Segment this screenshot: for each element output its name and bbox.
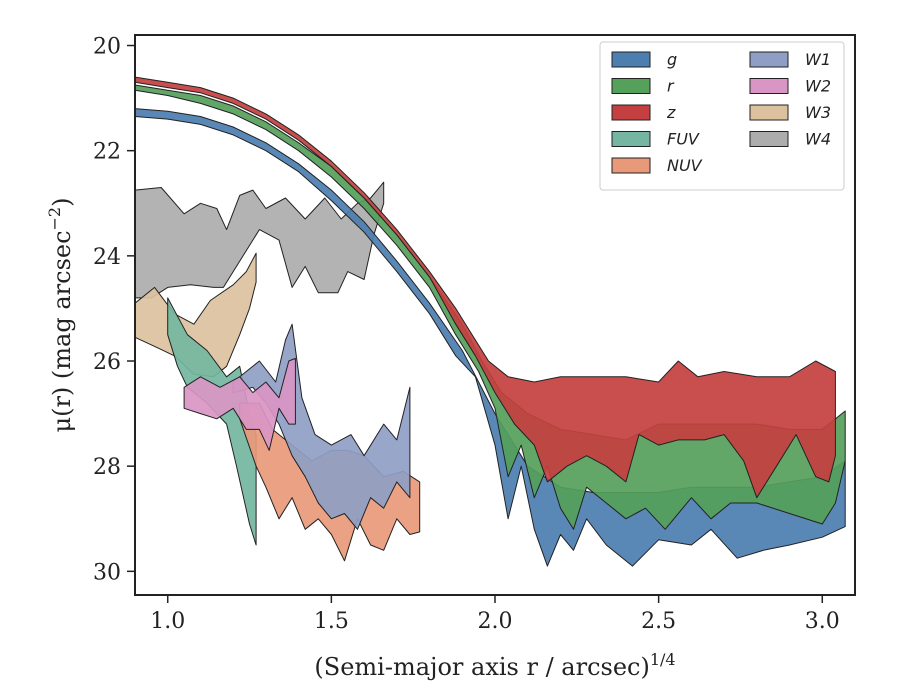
x-tick-label: 2.5 (641, 609, 676, 634)
y-tick-label: 22 (93, 140, 121, 165)
series-areas (134, 76, 846, 567)
y-axis-ticks: 20 22 24 26 28 30 (93, 35, 135, 585)
y-tick-label: 28 (93, 455, 121, 480)
y-tick-label: 20 (93, 35, 121, 60)
y-tick-label: 26 (93, 350, 121, 375)
series-area-w4 (134, 181, 385, 299)
y-tick-label: 24 (93, 245, 121, 270)
legend-label-w1: W1 (805, 50, 831, 69)
series-area-g (134, 108, 846, 567)
legend-label-fuv: FUV (667, 130, 700, 149)
legend-swatch-z (611, 104, 651, 121)
legend-swatch-nuv (611, 157, 651, 174)
legend-swatch-w3 (749, 104, 789, 121)
legend-label-g: g (667, 50, 677, 69)
legend-label-w3: W3 (805, 103, 831, 122)
legend-swatch-w1 (749, 51, 789, 68)
x-tick-label: 2.0 (478, 609, 513, 634)
legend-swatch-fuv (611, 131, 651, 147)
legend-swatch-g (611, 51, 651, 68)
legend-label-w2: W2 (805, 77, 831, 96)
legend-label-nuv: NUV (667, 156, 703, 175)
series-area-w1 (232, 323, 411, 530)
series-area-fuv (167, 297, 257, 546)
series-area-z (134, 76, 836, 499)
y-tick-label: 30 (93, 560, 121, 585)
legend-swatch-w4 (749, 131, 789, 147)
x-axis-label: (Semi-major axis r / arcsec)1/4 (314, 650, 675, 681)
legend-swatch-r (611, 78, 651, 94)
legend-swatch-w2 (749, 78, 789, 94)
legend-label-z: z (666, 103, 676, 122)
legend: grz FUV NUV W1 W2 W3 W4 (599, 41, 845, 191)
legend-label-w4: W4 (805, 130, 831, 149)
x-tick-label: 1.5 (314, 609, 349, 634)
y-axis-label: μ(r) (mag arcsec−2) (45, 198, 76, 433)
x-tick-label: 3.0 (805, 609, 840, 634)
series-area-w3 (134, 252, 257, 378)
x-axis-ticks: 1.0 1.5 2.0 2.5 3.0 (150, 595, 840, 634)
x-tick-label: 1.0 (150, 609, 185, 634)
series-area-w2 (183, 357, 296, 451)
legend-label-r: r (667, 77, 675, 96)
